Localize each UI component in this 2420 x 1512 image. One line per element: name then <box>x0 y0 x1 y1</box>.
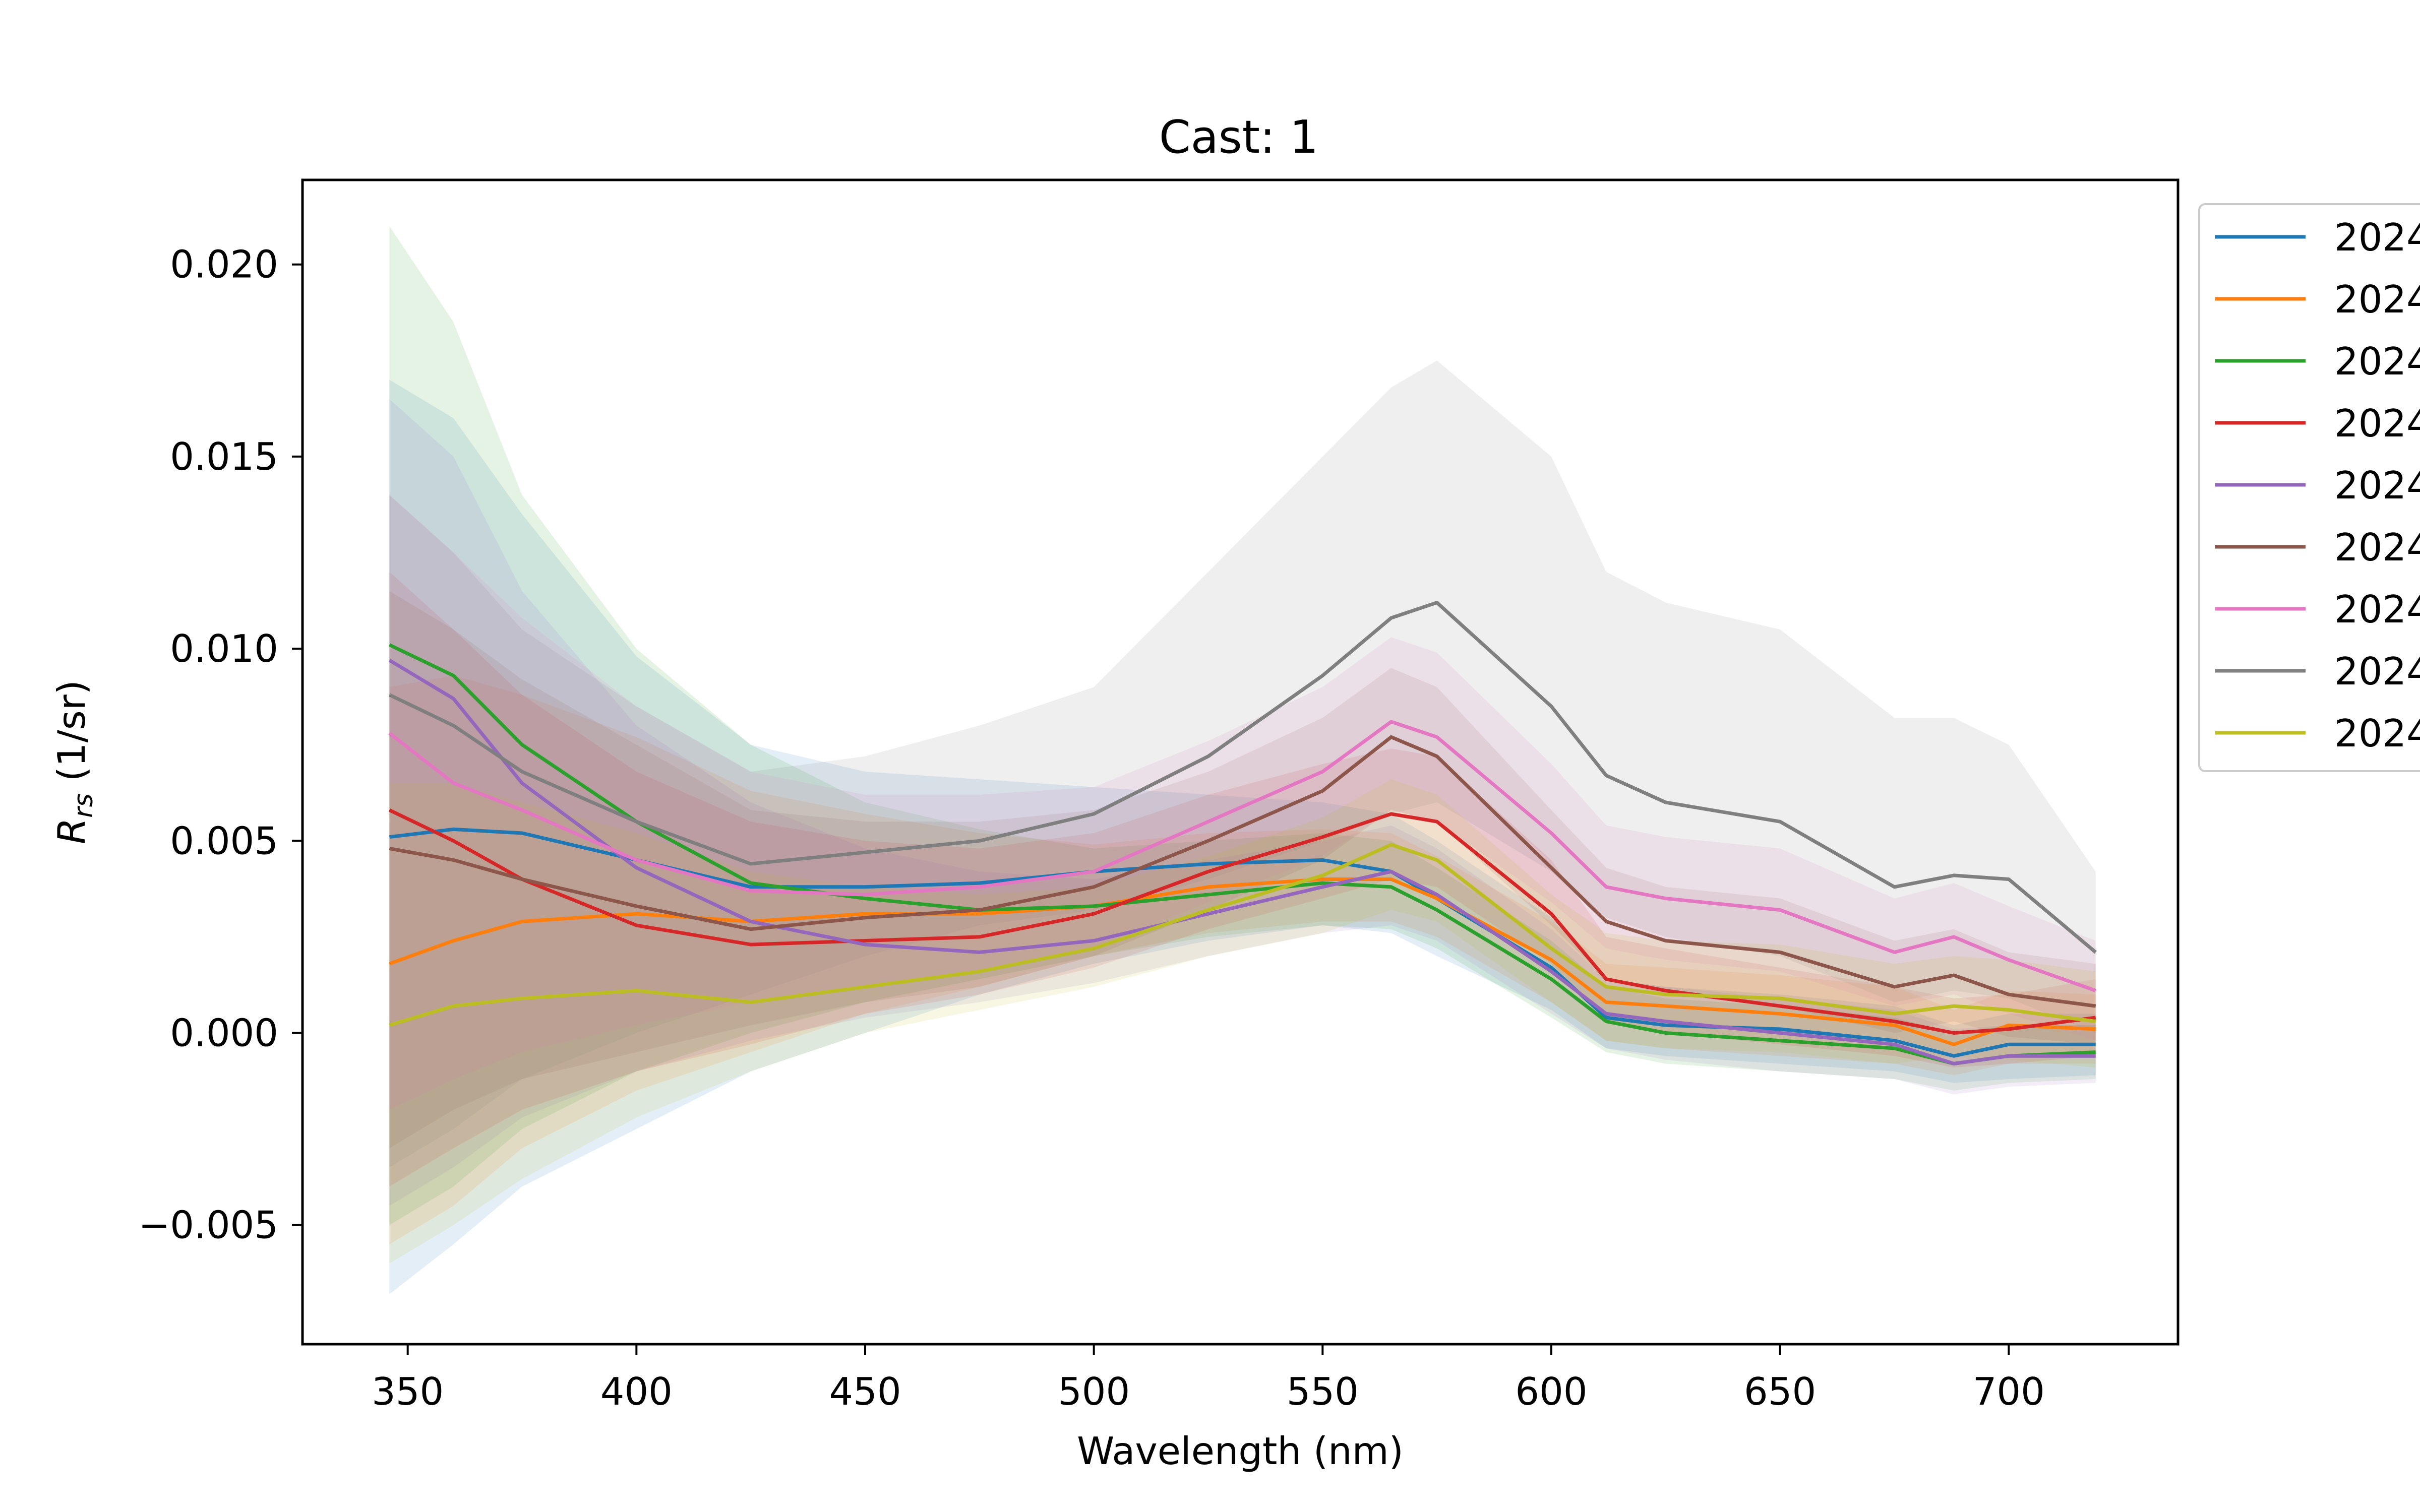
y-tick-label: 0.010 <box>170 626 278 671</box>
series-7-line <box>388 720 2096 992</box>
legend-label-6: 2024 <box>2334 525 2420 570</box>
series-7-band <box>389 495 2096 1110</box>
y-tick-label: 0.020 <box>170 242 278 287</box>
y-axis: −0.005 0.000 0.005 0.010 0.015 0.020 <box>138 242 302 1247</box>
chart-title: Cast: 1 <box>1159 111 1318 164</box>
legend-label-1: 2024 <box>2334 215 2420 260</box>
legend-box <box>2198 203 2420 772</box>
y-tick-label: 0.015 <box>170 434 278 479</box>
x-axis-title: Wavelength (nm) <box>1077 1429 1404 1473</box>
legend-label-2: 2024 <box>2334 277 2420 322</box>
x-axis: 350 400 450 500 550 600 650 700 <box>372 1344 2045 1414</box>
series-8-band <box>389 360 2096 1168</box>
series-9-line <box>389 843 2096 1027</box>
x-tick-label: 450 <box>829 1369 901 1414</box>
x-tick-label: 600 <box>1515 1369 1587 1414</box>
series-2-band <box>389 675 2096 1244</box>
series-3-line <box>388 643 2096 1065</box>
legend-label-3: 2024 <box>2334 339 2420 384</box>
y-tick-label: 0.005 <box>170 818 278 863</box>
y-axis-title-unit: (1/sr) <box>49 680 94 793</box>
x-tick-label: 500 <box>1058 1369 1130 1414</box>
x-tick-label: 400 <box>600 1369 673 1414</box>
legend-label-9: 2024 <box>2334 711 2420 755</box>
y-axis-title-main: R <box>49 818 94 844</box>
series-6-line <box>389 735 2096 1008</box>
uncertainty-bands <box>389 226 2096 1294</box>
x-tick-label: 650 <box>1744 1369 1816 1414</box>
legend-label-4: 2024 <box>2334 401 2420 446</box>
x-tick-label: 350 <box>372 1369 444 1414</box>
series-8-line <box>388 601 2097 954</box>
series-3-band <box>389 226 2096 1225</box>
series-lines <box>388 601 2097 1065</box>
plot-frame <box>301 178 2180 1346</box>
y-tick-label: 0.000 <box>170 1011 278 1055</box>
y-axis-title: Rrs (1/sr) <box>49 680 99 844</box>
series-5-line <box>388 658 2096 1065</box>
y-tick-label: −0.005 <box>138 1203 278 1247</box>
legend: 2024 2024 2024 2024 2024 2024 2024 2024 2024 <box>2198 203 2420 772</box>
legend-label-5: 2024 <box>2334 463 2420 508</box>
series-6-band <box>389 591 2096 1149</box>
x-tick-label: 700 <box>1973 1369 2045 1414</box>
series-5-band <box>389 399 2096 1206</box>
legend-label-8: 2024 <box>2334 649 2420 694</box>
y-axis-title-sub: rs <box>69 793 99 817</box>
series-9-band <box>389 779 2096 1264</box>
x-tick-label: 550 <box>1287 1369 1359 1414</box>
legend-items: 2024 2024 2024 2024 2024 2024 2024 2024 2024 <box>2215 215 2420 755</box>
series-4-line <box>388 808 2096 1035</box>
legend-label-7: 2024 <box>2334 587 2420 632</box>
series-1-band <box>389 380 2096 1294</box>
